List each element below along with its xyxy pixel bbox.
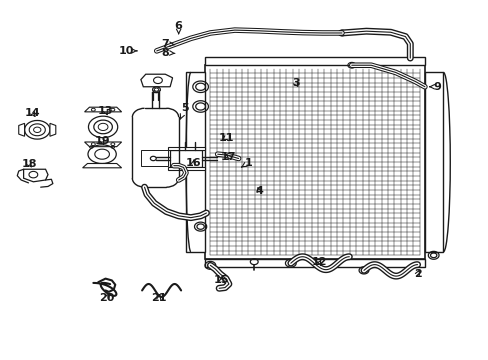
Text: 1: 1 [241,158,252,168]
Polygon shape [84,142,122,147]
Text: 17: 17 [221,152,236,162]
Bar [205,65,424,259]
Polygon shape [23,169,48,182]
Bar [205,57,424,65]
Text: 9: 9 [429,82,440,92]
Text: 13: 13 [98,106,113,116]
Text: 12: 12 [311,257,326,267]
Polygon shape [84,107,122,112]
Text: 16: 16 [185,158,201,168]
Bar [167,167,204,170]
Text: 2: 2 [413,269,421,279]
Text: 18: 18 [21,159,37,169]
Polygon shape [19,123,24,136]
Text: 15: 15 [213,275,229,285]
Text: 7: 7 [162,39,175,49]
Text: 14: 14 [24,108,40,118]
Text: 10: 10 [119,46,137,56]
Bar [424,72,443,252]
Polygon shape [82,163,122,168]
Polygon shape [170,149,202,167]
Text: 3: 3 [291,78,299,88]
Text: 21: 21 [151,293,166,303]
Text: 6: 6 [174,21,182,34]
Polygon shape [50,123,56,136]
Text: 11: 11 [218,133,233,143]
Text: 4: 4 [255,186,263,197]
Text: 5: 5 [180,103,188,119]
Bar [185,72,205,252]
Text: 20: 20 [99,293,115,303]
Text: 19: 19 [94,136,110,146]
Bar [205,259,424,267]
Bar [167,147,204,150]
Polygon shape [141,74,172,87]
Bar [141,149,167,166]
Text: 8: 8 [162,48,175,58]
